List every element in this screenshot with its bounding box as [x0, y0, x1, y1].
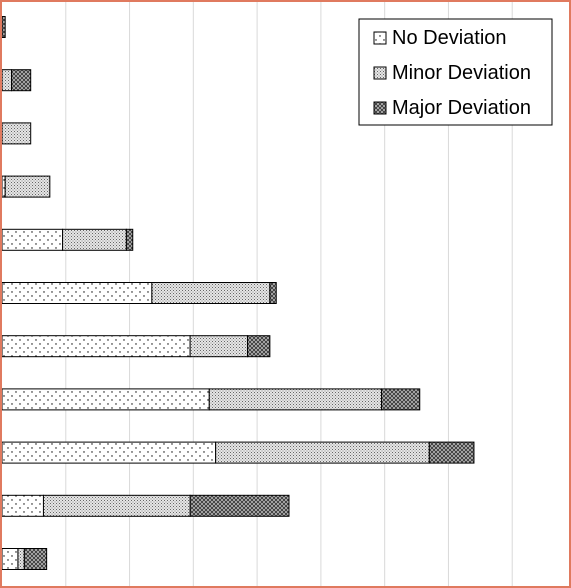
bar-segment-minor-deviation — [17, 548, 25, 570]
bar-segment-no-deviation — [2, 494, 44, 517]
bar-segment-major-deviation — [23, 548, 48, 570]
bar-segment-minor-deviation — [4, 175, 51, 198]
bar-segment-major-deviation — [269, 282, 277, 304]
legend-swatch-no-deviation — [373, 31, 387, 45]
legend-label-no-deviation: No Deviation — [392, 27, 507, 49]
bar-segment-minor-deviation — [189, 335, 249, 358]
bar-segment-minor-deviation — [42, 494, 191, 517]
bar-segment-minor-deviation — [62, 228, 127, 251]
bar-segment-major-deviation — [11, 69, 32, 92]
bar-segment-minor-deviation — [208, 388, 382, 411]
legend-swatch-minor-deviation — [373, 66, 387, 80]
bar-segment-no-deviation — [2, 388, 210, 411]
bar-segment-minor-deviation — [2, 122, 32, 145]
legend-box — [358, 18, 553, 126]
bar-segment-minor-deviation — [215, 441, 430, 464]
bar-segment-no-deviation — [2, 335, 191, 358]
legend-label-major-deviation: Major Deviation — [392, 97, 531, 119]
legend: No Deviation Minor Deviation Major Devia… — [358, 18, 553, 126]
bar-segment-major-deviation — [2, 16, 6, 38]
bar-segment-major-deviation — [428, 441, 475, 464]
bar-segment-no-deviation — [2, 441, 217, 464]
legend-swatch-major-deviation — [373, 101, 387, 115]
bar-segment-no-deviation — [2, 548, 19, 570]
bar-segment-no-deviation — [2, 228, 64, 251]
legend-label-minor-deviation: Minor Deviation — [392, 62, 531, 84]
bar-segment-minor-deviation — [2, 69, 13, 92]
bars — [2, 16, 475, 570]
bar-segment-major-deviation — [247, 335, 271, 358]
bar-segment-major-deviation — [125, 228, 134, 251]
bar-segment-no-deviation — [2, 282, 153, 304]
bar-segment-minor-deviation — [151, 282, 271, 304]
bar-segment-major-deviation — [380, 388, 421, 411]
bar-segment-major-deviation — [189, 494, 290, 517]
